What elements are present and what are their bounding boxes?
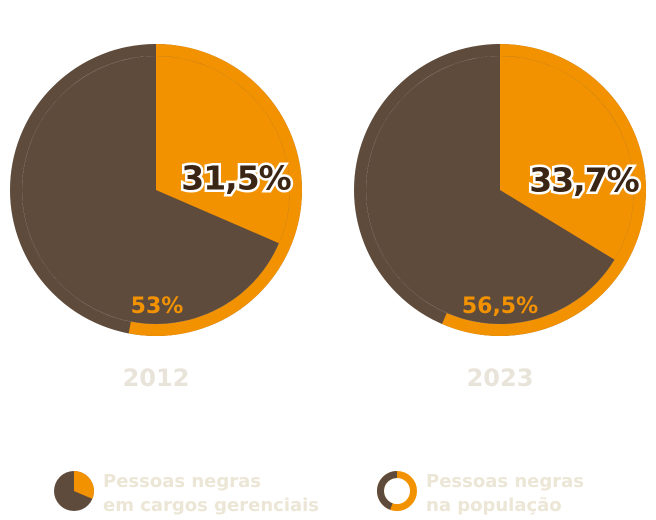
year-label: 2023 <box>467 364 534 392</box>
pie-value-label: 33,7% <box>529 161 639 200</box>
ring-segment-population <box>442 44 646 336</box>
legend-label-line2: na população <box>426 495 562 516</box>
ring-icon <box>377 471 417 511</box>
legend-label-line1: Pessoas negras <box>103 471 261 492</box>
legend-item-managers: Pessoas negras em cargos gerenciais <box>54 471 319 516</box>
legend-label-line2: em cargos gerenciais <box>103 495 319 516</box>
legend-label-line1: Pessoas negras <box>426 471 584 492</box>
legend-item-population: Pessoas negras na população <box>377 471 584 516</box>
ring-segment-population <box>128 44 302 336</box>
ring-value-label: 53% <box>131 294 184 319</box>
pie-value-label: 31,5% <box>181 159 291 198</box>
legend-ring-remainder <box>377 471 398 510</box>
pie-slice-managers <box>500 56 634 260</box>
year-label: 2012 <box>123 364 190 392</box>
pie-slice-managers <box>156 56 290 244</box>
chart-2012: 31,5% 53% 2012 <box>10 44 302 392</box>
chart-2023: 33,7% 56,5% 2023 <box>354 44 646 392</box>
ring-value-label: 56,5% <box>462 294 538 319</box>
legend: Pessoas negras em cargos gerenciais Pess… <box>54 471 584 516</box>
pie-icon <box>54 471 95 511</box>
charts-group: 31,5% 53% 2012 33,7% 56,5% 2023 <box>10 44 646 392</box>
legend-pie-slice <box>74 471 95 499</box>
